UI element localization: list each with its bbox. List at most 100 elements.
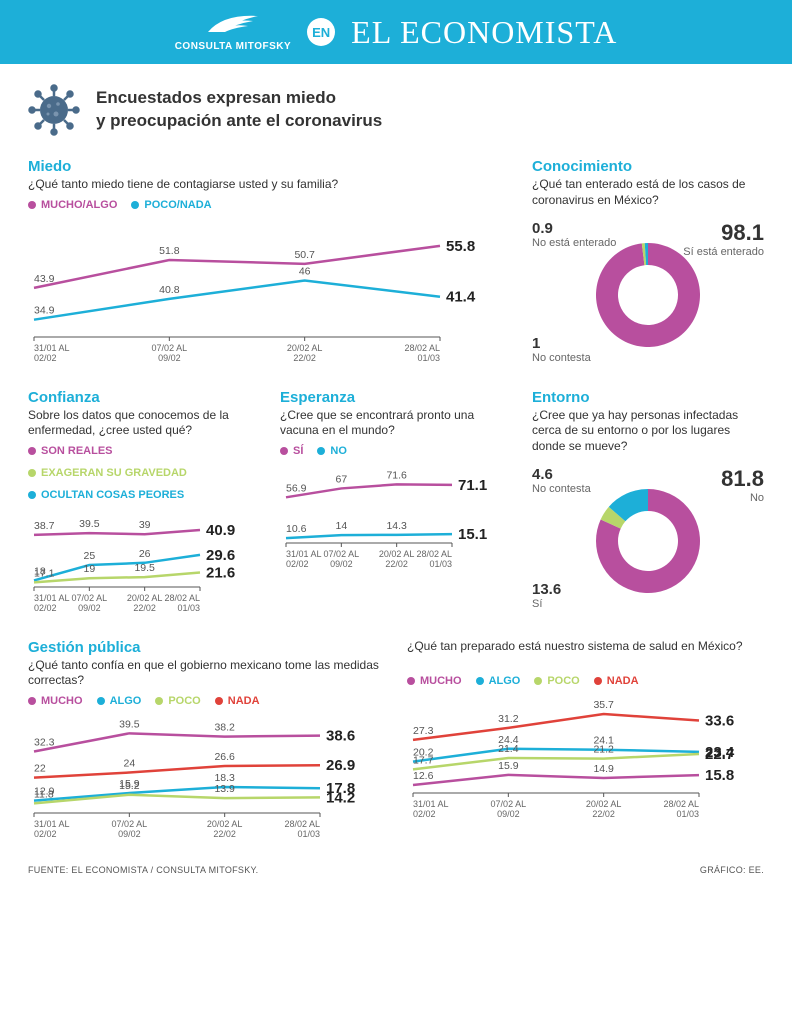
conocimiento-title: Conocimiento — [532, 158, 764, 175]
svg-text:17.7: 17.7 — [413, 754, 434, 766]
svg-text:14: 14 — [335, 520, 347, 532]
svg-text:02/02: 02/02 — [286, 559, 309, 569]
svg-text:22/02: 22/02 — [592, 809, 615, 819]
donut-value: 4.6 — [532, 466, 591, 483]
gestion1-question: ¿Qué tanto confía en que el gobierno mex… — [28, 658, 385, 689]
row3-grid: Gestión pública ¿Qué tanto confía en que… — [28, 639, 764, 843]
svg-text:02/02: 02/02 — [34, 603, 57, 613]
svg-text:28/02 AL: 28/02 AL — [164, 593, 200, 603]
panel-gestion1: Gestión pública ¿Qué tanto confía en que… — [28, 639, 385, 843]
svg-text:07/02 AL: 07/02 AL — [72, 593, 108, 603]
svg-text:11.8: 11.8 — [34, 788, 54, 800]
gestion1-legend: MUCHOALGOPOCONADA — [28, 695, 385, 707]
entorno-question: ¿Cree que ya hay personas infectadas cer… — [532, 408, 764, 455]
svg-text:28/02 AL: 28/02 AL — [663, 799, 699, 809]
donut-label: Sí está enterado — [683, 246, 764, 258]
panel-gestion2: ¿Qué tan preparado está nuestro sistema … — [407, 639, 764, 843]
svg-text:21.6: 21.6 — [206, 564, 235, 581]
legend-dot-icon — [28, 469, 36, 477]
donut-label: No — [721, 492, 764, 504]
svg-text:51.8: 51.8 — [159, 245, 180, 257]
confianza-chart: 31/01 AL02/0207/02 AL09/0220/02 AL22/022… — [28, 507, 260, 617]
legend-dot-icon — [28, 447, 36, 455]
svg-text:22/02: 22/02 — [213, 829, 236, 839]
svg-text:09/02: 09/02 — [78, 603, 101, 613]
svg-text:35.7: 35.7 — [593, 699, 614, 711]
svg-text:50.7: 50.7 — [294, 248, 315, 260]
legend-dot-icon — [131, 201, 139, 209]
legend-label: NADA — [607, 675, 639, 687]
svg-text:67: 67 — [335, 473, 347, 485]
svg-text:31/01 AL: 31/01 AL — [413, 799, 449, 809]
en-badge: EN — [307, 18, 335, 46]
svg-text:28/02 AL: 28/02 AL — [404, 343, 440, 353]
legend-label: OCULTAN COSAS PEORES — [41, 489, 184, 501]
donut-value: 0.9 — [532, 220, 616, 237]
svg-text:31/01 AL: 31/01 AL — [34, 343, 70, 353]
svg-text:38.2: 38.2 — [214, 722, 235, 734]
svg-text:01/03: 01/03 — [297, 829, 320, 839]
legend-item: MUCHO/ALGO — [28, 199, 117, 211]
svg-text:28/02 AL: 28/02 AL — [416, 549, 452, 559]
svg-text:01/03: 01/03 — [429, 559, 452, 569]
esperanza-chart: 31/01 AL02/0207/02 AL09/0220/02 AL22/022… — [280, 463, 512, 573]
masthead: EL ECONOMISTA — [351, 14, 617, 51]
footer-source: FUENTE: EL ECONOMISTA / CONSULTA MITOFSK… — [28, 865, 258, 875]
legend-item: EXAGERAN SU GRAVEDAD — [28, 467, 187, 479]
svg-text:39.5: 39.5 — [119, 718, 140, 730]
svg-text:15.9: 15.9 — [498, 760, 519, 772]
svg-text:26.9: 26.9 — [326, 757, 355, 774]
legend-label: MUCHO — [41, 695, 83, 707]
svg-text:31.2: 31.2 — [498, 713, 519, 725]
row1-grid: Miedo ¿Qué tanto miedo tiene de contagia… — [28, 158, 764, 367]
svg-text:31/01 AL: 31/01 AL — [286, 549, 322, 559]
legend-dot-icon — [28, 491, 36, 499]
svg-text:01/03: 01/03 — [177, 603, 200, 613]
svg-text:09/02: 09/02 — [330, 559, 353, 569]
svg-text:07/02 AL: 07/02 AL — [152, 343, 188, 353]
legend-label: POCO/NADA — [144, 199, 211, 211]
conocimiento-question: ¿Qué tan enterado está de los casos de c… — [532, 177, 764, 208]
legend-item: ALGO — [97, 695, 142, 707]
donut-value: 1 — [532, 335, 591, 352]
gestion-title: Gestión pública — [28, 639, 385, 656]
row2-grid: Confianza Sobre los datos que conocemos … — [28, 389, 764, 617]
miedo-question: ¿Qué tanto miedo tiene de contagiarse us… — [28, 177, 512, 193]
mitofsky-logo: CONSULTA MITOFSKY — [175, 12, 291, 52]
donut-value: 98.1 — [683, 220, 764, 246]
esperanza-legend: SÍNO — [280, 445, 512, 457]
legend-item: SÍ — [280, 445, 303, 457]
legend-label: MUCHO — [420, 675, 462, 687]
donut-label: No está enterado — [532, 237, 616, 249]
svg-text:09/02: 09/02 — [118, 829, 141, 839]
donut-label: Sí — [532, 598, 561, 610]
header-bar: CONSULTA MITOFSKY EN EL ECONOMISTA — [0, 0, 792, 64]
legend-item: NADA — [594, 675, 639, 687]
legend-item: MUCHO — [407, 675, 462, 687]
svg-text:15.8: 15.8 — [705, 767, 734, 784]
legend-label: EXAGERAN SU GRAVEDAD — [41, 467, 187, 479]
svg-text:22/02: 22/02 — [385, 559, 408, 569]
svg-text:28/02 AL: 28/02 AL — [284, 819, 320, 829]
panel-miedo: Miedo ¿Qué tanto miedo tiene de contagia… — [28, 158, 512, 367]
svg-text:71.1: 71.1 — [458, 477, 487, 494]
gestion1-chart: 31/01 AL02/0207/02 AL09/0220/02 AL22/022… — [28, 713, 385, 843]
miedo-title: Miedo — [28, 158, 512, 175]
entorno-title: Entorno — [532, 389, 764, 406]
svg-text:32.3: 32.3 — [34, 737, 55, 749]
legend-item: POCO — [534, 675, 579, 687]
legend-label: ALGO — [110, 695, 142, 707]
svg-text:31/01 AL: 31/01 AL — [34, 593, 70, 603]
svg-text:33.6: 33.6 — [705, 712, 734, 729]
svg-text:41.4: 41.4 — [446, 288, 476, 305]
footer-credit: GRÁFICO: EE. — [700, 865, 764, 875]
svg-text:34.9: 34.9 — [34, 304, 55, 316]
miedo-chart: 31/01 AL02/0207/02 AL09/0220/02 AL22/022… — [28, 217, 512, 367]
legend-label: ALGO — [489, 675, 521, 687]
svg-text:40.9: 40.9 — [206, 522, 235, 539]
svg-text:20/02 AL: 20/02 AL — [207, 819, 243, 829]
svg-text:20/02 AL: 20/02 AL — [379, 549, 415, 559]
svg-text:26: 26 — [139, 548, 151, 560]
legend-label: POCO — [547, 675, 579, 687]
esperanza-title: Esperanza — [280, 389, 512, 406]
